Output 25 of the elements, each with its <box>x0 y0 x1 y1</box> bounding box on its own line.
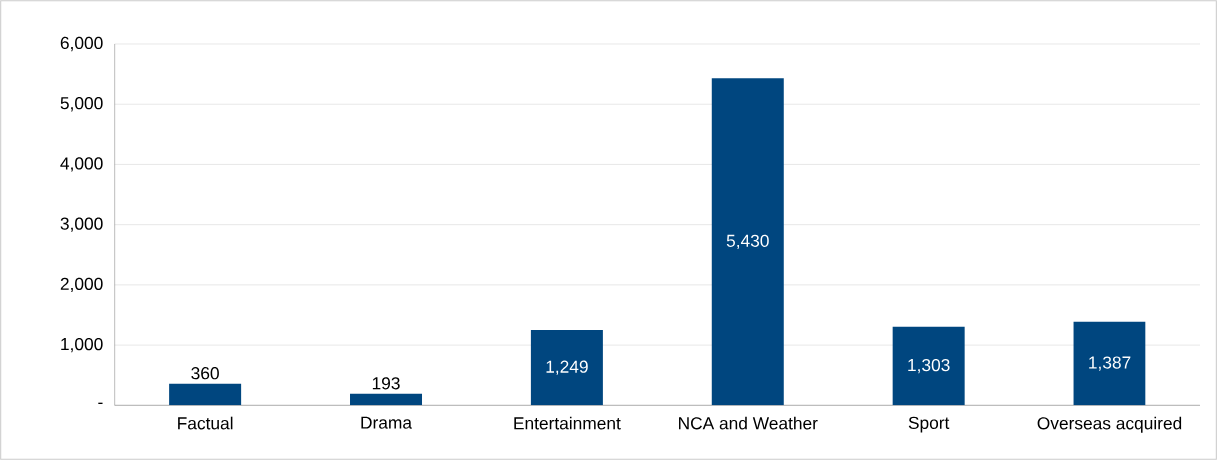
data-label: 1,387 <box>1089 356 1131 371</box>
y-tick-label: 1,000 <box>61 337 103 353</box>
bar <box>892 326 965 406</box>
y-tick-label: 2,000 <box>60 277 103 293</box>
y-tick-label: 4,000 <box>60 157 103 172</box>
y-tick-label: 3,000 <box>60 217 103 232</box>
bar <box>530 330 603 406</box>
bar <box>350 393 423 406</box>
x-tick-label: Overseas acquired <box>1037 416 1182 433</box>
x-tick-label: Sport <box>908 416 950 433</box>
bar <box>711 78 784 406</box>
x-tick-label: Drama <box>361 416 413 429</box>
bar <box>1073 321 1146 406</box>
data-label: 1,249 <box>546 360 588 375</box>
data-label: 193 <box>372 377 400 390</box>
data-label: 5,430 <box>726 234 769 249</box>
data-label: 360 <box>191 367 219 380</box>
y-tick-label: 6,000 <box>60 36 103 52</box>
data-label: 1,303 <box>908 358 950 374</box>
x-tick-label: NCA and Weather <box>679 416 818 430</box>
x-tick-label: Entertainment <box>514 416 621 430</box>
y-tick-label: 5,000 <box>60 97 103 112</box>
y-tick-label: - <box>98 402 103 405</box>
x-tick-label: Factual <box>178 416 233 430</box>
bar <box>169 383 242 406</box>
